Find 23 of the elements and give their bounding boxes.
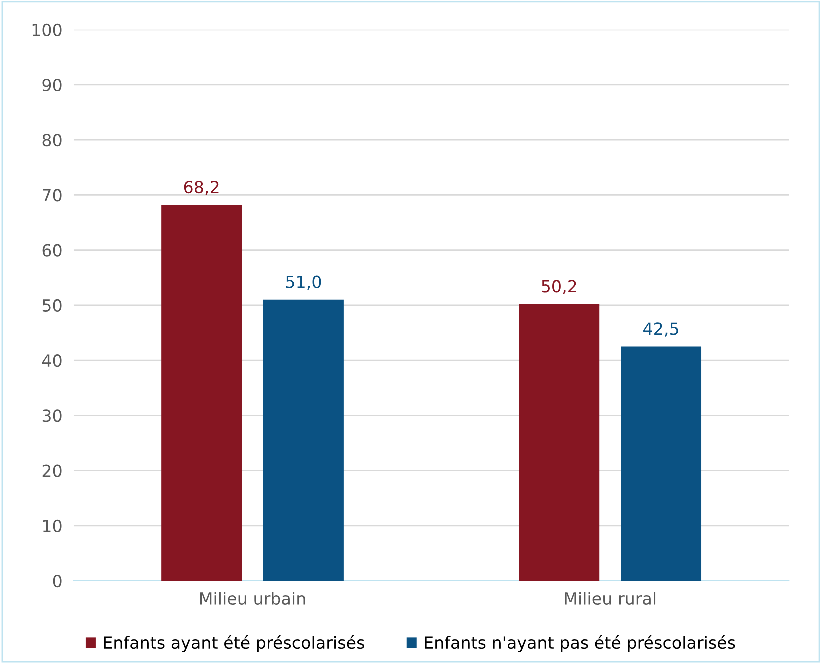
bar bbox=[519, 304, 600, 581]
legend-label: Enfants ayant été préscolarisés bbox=[104, 636, 364, 652]
bar bbox=[162, 205, 242, 581]
data-label: 51,0 bbox=[286, 276, 322, 290]
y-tick-label: 0 bbox=[53, 574, 62, 588]
y-tick-label: 50 bbox=[42, 299, 62, 312]
data-label: 50,2 bbox=[542, 280, 576, 294]
y-tick-label: 80 bbox=[42, 134, 62, 147]
y-tick-label: 100 bbox=[32, 24, 62, 36]
data-label: 42,5 bbox=[644, 322, 678, 337]
bar bbox=[263, 300, 344, 581]
data-label: 68,2 bbox=[184, 180, 219, 196]
legend-label: Enfants n'ayant pas été préscolarisés bbox=[425, 636, 736, 652]
y-tick-label: 60 bbox=[42, 244, 62, 257]
y-tick-label: 20 bbox=[42, 464, 62, 478]
bar bbox=[621, 346, 702, 581]
x-tick-label: Milieu rural bbox=[565, 592, 656, 606]
y-tick-label: 30 bbox=[42, 410, 62, 422]
y-tick-label: 10 bbox=[43, 520, 62, 532]
y-tick-label: 90 bbox=[42, 78, 62, 92]
y-tick-label: 70 bbox=[43, 189, 62, 202]
y-tick-label: 40 bbox=[42, 354, 62, 368]
x-tick-label: Milieu urbain bbox=[200, 592, 306, 606]
